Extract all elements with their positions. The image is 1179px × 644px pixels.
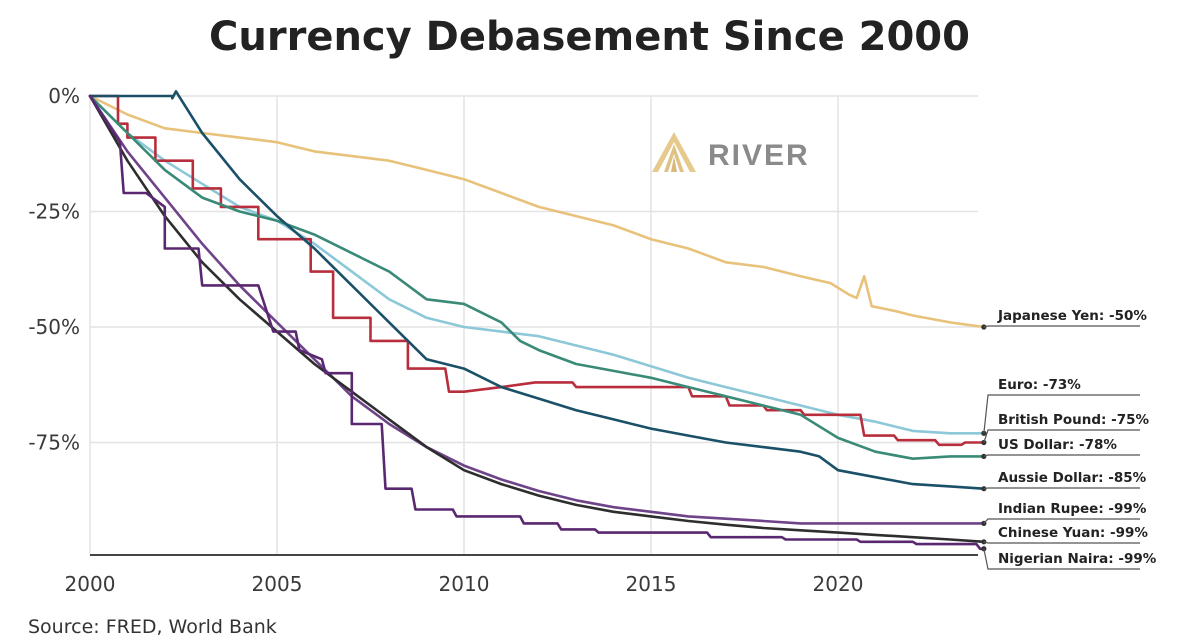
series-line: [88, 94, 986, 460]
river-logo: RIVER: [652, 132, 810, 172]
x-tick-label: 2000: [65, 572, 116, 596]
x-tick-label: 2005: [252, 572, 303, 596]
series-end-label: Chinese Yuan: -99%: [998, 525, 1148, 541]
watermark-text: RIVER: [708, 139, 810, 172]
y-tick-label: -75%: [28, 431, 80, 455]
y-tick-label: -25%: [28, 200, 80, 224]
series-line: [88, 94, 986, 544]
y-tick-label: -50%: [28, 315, 80, 339]
chart-title: Currency Debasement Since 2000: [209, 14, 970, 60]
label-leader-line: [983, 487, 1140, 490]
series-line: [88, 94, 986, 447]
label-leader-line: [983, 394, 1140, 434]
river-mark-icon: [652, 132, 696, 172]
source-note: Source: FRED, World Bank: [28, 616, 277, 638]
series-end-label: Japanese Yen: -50%: [997, 308, 1147, 324]
label-layer: Japanese Yen: -50% Euro: -73% British Poun…: [981, 308, 1157, 570]
series-layer: [88, 90, 986, 551]
label-leader-line: [983, 454, 1140, 457]
series-line: [88, 90, 986, 490]
series-end-label: Indian Rupee: -99%: [998, 501, 1147, 517]
label-leader-line: [983, 518, 1140, 524]
y-tick-label: 0%: [48, 84, 80, 108]
series-end-label: Aussie Dollar: -85%: [998, 470, 1147, 486]
grid-layer: [89, 95, 978, 555]
x-tick-label: 2020: [813, 572, 864, 596]
label-leader-line: [983, 429, 1140, 443]
series-end-label: US Dollar: -78%: [998, 437, 1117, 453]
series-end-label: Euro: -73%: [998, 377, 1081, 393]
x-tick-label: 2010: [439, 572, 490, 596]
series-line: [88, 94, 986, 551]
x-tick-label: 2015: [626, 572, 677, 596]
label-leader-line: [983, 325, 1140, 328]
series-line: [88, 94, 986, 329]
label-leader-line: [983, 541, 1140, 544]
series-line: [88, 94, 986, 525]
label-leader-line: [983, 548, 1140, 570]
axis-layer: 2000 2005 2010 2015 2020 0% -25% -50% -75%: [28, 84, 978, 596]
series-end-label: Nigerian Naira: -99%: [998, 551, 1157, 567]
series-end-label: British Pound: -75%: [998, 412, 1150, 428]
